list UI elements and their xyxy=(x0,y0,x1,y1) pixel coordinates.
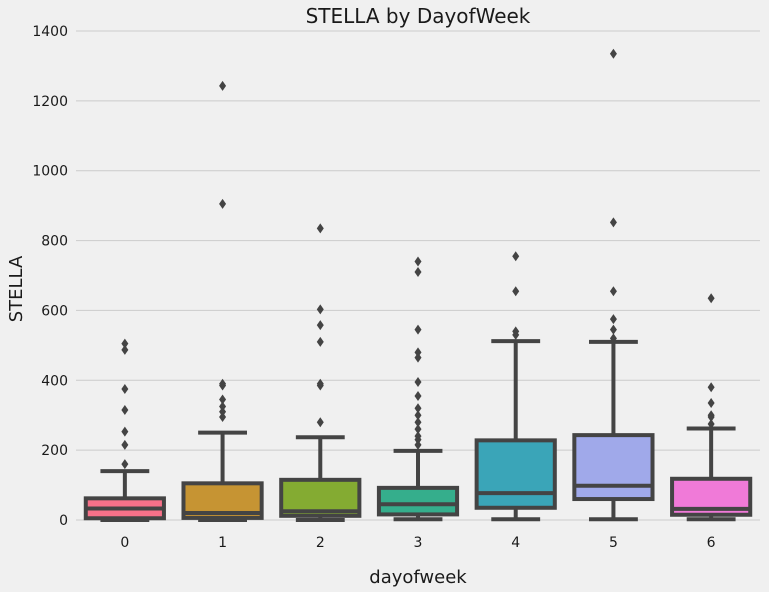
outlier-point xyxy=(512,326,520,337)
outlier-point xyxy=(707,410,715,421)
outlier-point xyxy=(414,424,422,435)
box-series xyxy=(83,48,753,522)
outlier-point xyxy=(414,352,422,363)
outlier-point xyxy=(609,324,617,335)
outlier-point xyxy=(414,439,422,450)
x-tick-label: 4 xyxy=(511,535,520,551)
outlier-point xyxy=(316,417,324,428)
box-6 xyxy=(670,293,753,522)
outlier-point xyxy=(707,382,715,393)
y-tick-label: 800 xyxy=(41,234,68,250)
y-tick-label: 0 xyxy=(59,513,68,529)
outlier-point xyxy=(414,256,422,267)
outlier-point xyxy=(414,324,422,335)
outlier-point xyxy=(414,417,422,428)
box-4 xyxy=(474,251,557,522)
outlier-point xyxy=(512,251,520,262)
outlier-point xyxy=(121,344,129,355)
y-tick-label: 600 xyxy=(41,303,68,319)
outlier-point xyxy=(219,198,227,209)
outlier-point xyxy=(121,384,129,395)
x-tick-label: 3 xyxy=(414,535,423,551)
outlier-point xyxy=(219,401,227,412)
outlier-point xyxy=(609,333,617,344)
outlier-point xyxy=(512,286,520,297)
x-tick-label: 6 xyxy=(707,535,716,551)
y-tick-label: 200 xyxy=(41,443,68,459)
outlier-point xyxy=(219,406,227,417)
outlier-point xyxy=(121,426,129,437)
outlier-point xyxy=(121,404,129,415)
box-1 xyxy=(181,80,264,522)
y-tick-label: 1200 xyxy=(32,94,68,110)
outlier-point xyxy=(609,217,617,228)
outlier-point xyxy=(219,378,227,389)
outlier-point xyxy=(414,377,422,388)
outlier-point xyxy=(121,459,129,470)
outlier-point xyxy=(316,336,324,347)
outlier-point xyxy=(316,378,324,389)
outlier-point xyxy=(609,314,617,325)
chart-title: STELLA by DayofWeek xyxy=(306,4,531,28)
outlier-point xyxy=(414,391,422,402)
box-iqr xyxy=(376,485,460,517)
x-tick-label: 1 xyxy=(218,535,227,551)
outlier-point xyxy=(219,394,227,405)
outlier-point xyxy=(414,267,422,278)
x-tick-labels: 0 1 2 3 4 5 6 xyxy=(120,535,715,551)
box-0 xyxy=(83,338,166,522)
box-5 xyxy=(572,48,655,522)
outlier-point xyxy=(121,439,129,450)
outlier-point xyxy=(414,431,422,442)
outlier-point xyxy=(414,347,422,358)
outlier-point xyxy=(414,403,422,414)
outlier-point xyxy=(414,410,422,421)
box-iqr xyxy=(572,433,655,502)
outlier-point xyxy=(609,286,617,297)
outlier-point xyxy=(316,223,324,234)
outlier-point xyxy=(707,397,715,408)
box-iqr xyxy=(474,438,557,510)
outlier-point xyxy=(121,338,129,349)
x-tick-label: 5 xyxy=(609,535,618,551)
outlier-point xyxy=(707,293,715,304)
outlier-point xyxy=(316,304,324,315)
box-3 xyxy=(376,256,460,522)
box-2 xyxy=(279,223,362,522)
x-tick-label: 0 xyxy=(120,535,129,551)
y-tick-label: 1000 xyxy=(32,164,68,180)
y-axis-label: STELLA xyxy=(6,255,27,322)
outlier-point xyxy=(707,418,715,429)
outlier-point xyxy=(219,411,227,422)
y-tick-labels: 0 200 400 600 800 1000 1200 1400 xyxy=(32,24,68,529)
outlier-point xyxy=(316,320,324,331)
y-tick-label: 1400 xyxy=(32,24,68,40)
x-tick-label: 2 xyxy=(316,535,325,551)
outlier-point xyxy=(219,80,227,91)
y-tick-label: 400 xyxy=(41,373,68,389)
outlier-point xyxy=(609,48,617,59)
x-axis-label: dayofweek xyxy=(369,567,467,588)
